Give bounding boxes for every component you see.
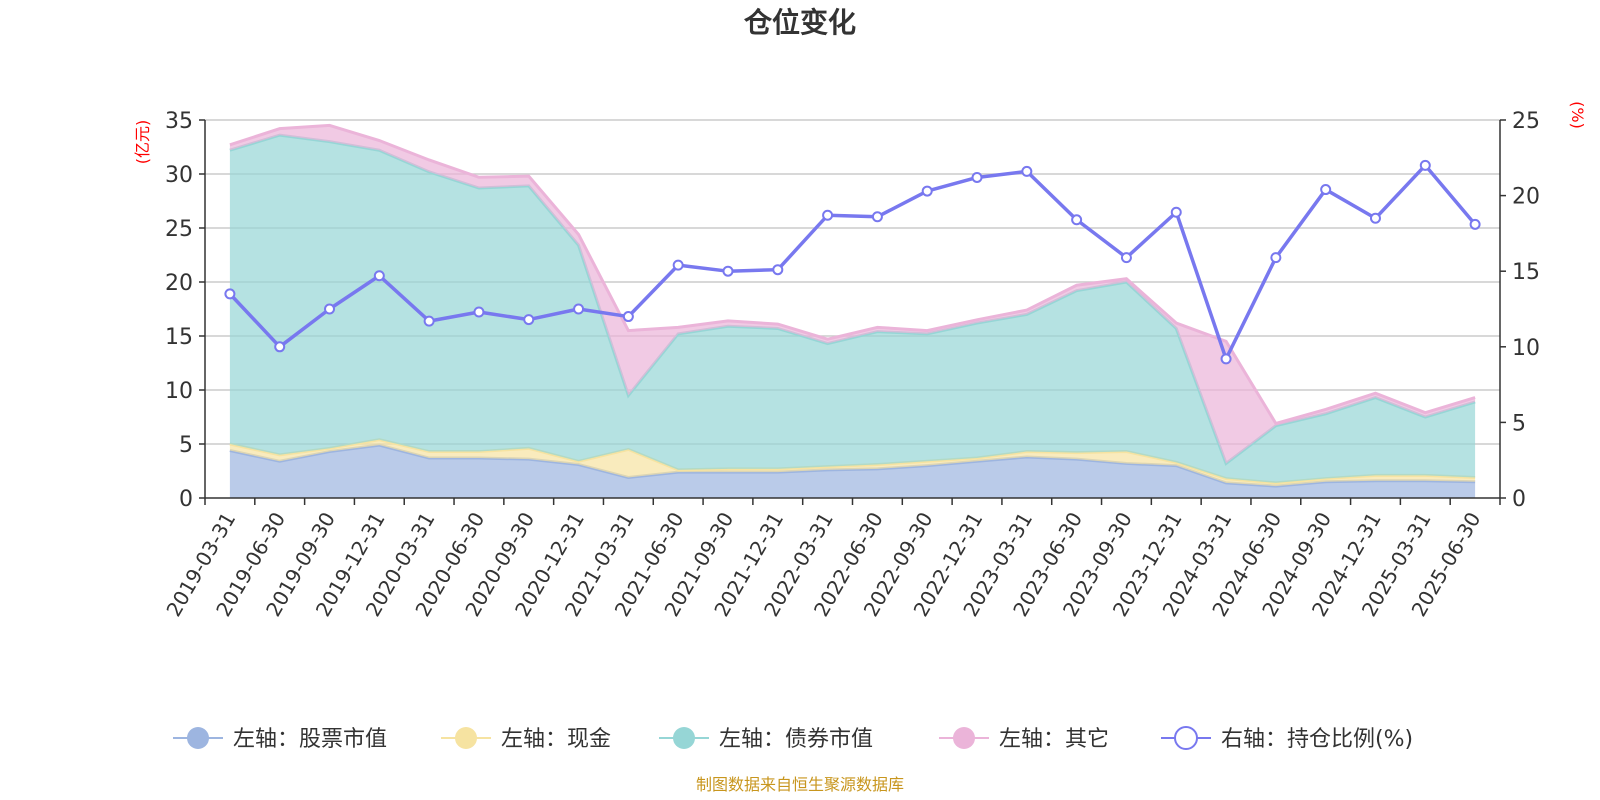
holding-ratio-line <box>228 163 1477 361</box>
left-tick-label: 35 <box>165 109 193 134</box>
legend-item[interactable]: 左轴：股票市值 <box>173 727 387 752</box>
holding-ratio-point <box>1021 165 1033 177</box>
holding-ratio-point <box>523 314 535 326</box>
holding-ratio-point <box>1469 218 1481 230</box>
area-series-1 <box>229 445 1476 498</box>
left-tick-label: 15 <box>165 325 193 350</box>
area-series-3 <box>229 135 1476 483</box>
legend-item[interactable]: 左轴：其它 <box>939 727 1109 752</box>
holding-ratio-point <box>822 209 834 221</box>
holding-ratio-point <box>1270 252 1282 264</box>
legend-swatch-marker <box>953 727 975 749</box>
holding-ratio-point <box>1170 206 1182 218</box>
holding-ratio-point <box>224 288 236 300</box>
left-tick-label: 10 <box>165 379 193 404</box>
holding-ratio-point <box>722 265 734 277</box>
left-axis-unit: (亿元) <box>133 120 152 165</box>
right-axis-unit: (%) <box>1568 101 1587 129</box>
area-series-4-edge <box>229 123 1476 426</box>
holding-ratio-line-layer <box>224 159 1481 365</box>
holding-ratio-point <box>1071 214 1083 226</box>
legend-swatch-marker <box>455 727 477 749</box>
legend-item[interactable]: 左轴：债券市值 <box>659 727 873 752</box>
chart-title: 仓位变化 <box>744 6 856 39</box>
stacked-areas <box>229 123 1476 498</box>
holding-ratio-point <box>971 171 983 183</box>
legend-swatch-marker <box>1174 726 1198 750</box>
left-tick-label: 20 <box>165 271 193 296</box>
legend-label: 左轴：股票市值 <box>233 727 387 752</box>
legend-item[interactable]: 左轴：现金 <box>441 727 611 752</box>
right-tick-label: 10 <box>1512 336 1540 361</box>
data-source-note: 制图数据来自恒生聚源数据库 <box>696 775 904 794</box>
holding-ratio-point <box>622 311 634 323</box>
legend-swatch-marker <box>673 727 695 749</box>
holding-ratio-point <box>921 185 933 197</box>
legend-item[interactable]: 右轴：持仓比例(%) <box>1161 726 1413 752</box>
holding-ratio-point <box>423 315 435 327</box>
holding-ratio-point <box>373 270 385 282</box>
left-tick-label: 25 <box>165 217 193 242</box>
right-tick-label: 5 <box>1512 411 1526 436</box>
right-tick-label: 15 <box>1512 260 1540 285</box>
holding-ratio-point <box>1320 184 1332 196</box>
right-tick-label: 0 <box>1512 487 1526 512</box>
legend-swatch-marker <box>187 727 209 749</box>
legend-label: 左轴：其它 <box>999 727 1109 752</box>
right-tick-label: 20 <box>1512 185 1540 210</box>
holding-ratio-point <box>772 264 784 276</box>
holding-ratio-point <box>1220 353 1232 365</box>
left-tick-label: 30 <box>165 163 193 188</box>
legend-label: 左轴：债券市值 <box>719 727 873 752</box>
legend-label: 左轴：现金 <box>501 727 611 752</box>
holding-ratio-point <box>473 306 485 318</box>
holding-ratio-point <box>274 341 286 353</box>
legend-label: 右轴：持仓比例(%) <box>1221 727 1413 752</box>
holding-ratio-point <box>871 211 883 223</box>
holding-ratio-point <box>1419 159 1431 171</box>
left-tick-label: 0 <box>179 487 193 512</box>
holding-ratio-point <box>672 259 684 271</box>
holding-ratio-point <box>1120 252 1132 264</box>
holding-ratio-point <box>324 303 336 315</box>
holding-ratio-point <box>1369 212 1381 224</box>
legend: 左轴：股票市值 左轴：现金 左轴：债券市值 左轴：其它 右轴：持仓比例(%) <box>173 726 1413 752</box>
left-tick-label: 5 <box>179 433 193 458</box>
holding-ratio-point <box>573 303 585 315</box>
right-tick-label: 25 <box>1512 109 1540 134</box>
